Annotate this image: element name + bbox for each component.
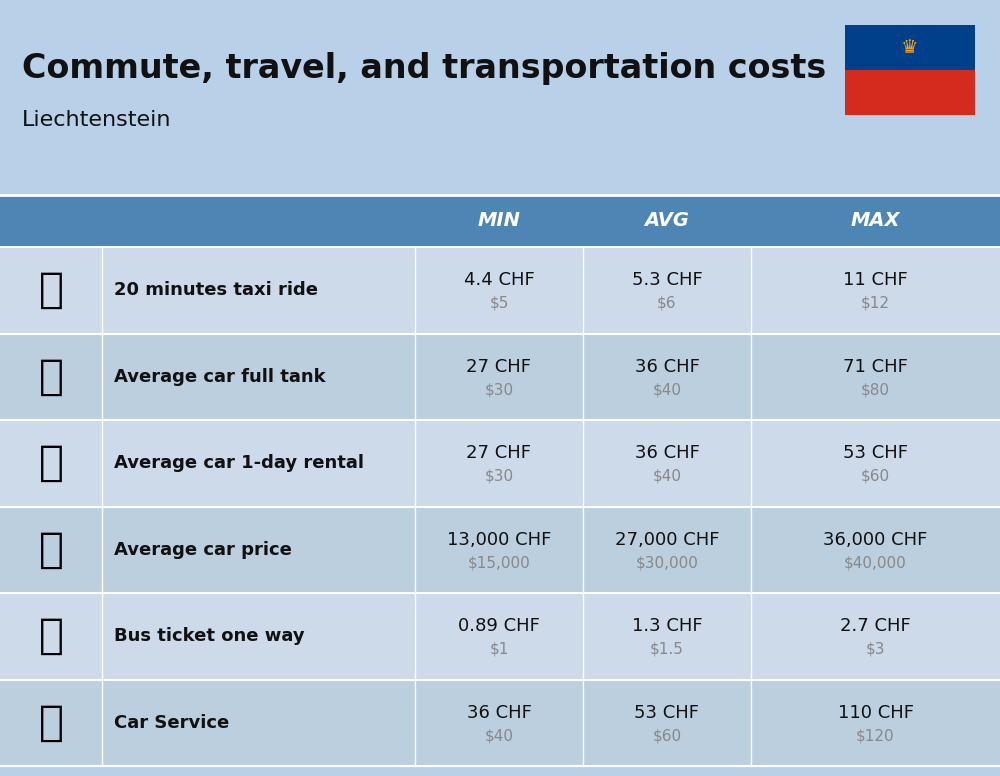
Bar	[0, 247, 1000, 334]
Text: 27 CHF: 27 CHF	[466, 444, 532, 462]
Text: 🔧: 🔧	[38, 702, 64, 743]
Text: AVG: AVG	[645, 212, 689, 230]
Text: 36 CHF: 36 CHF	[635, 358, 699, 376]
Text: Average car 1-day rental: Average car 1-day rental	[114, 454, 364, 473]
Bar	[0, 0, 1000, 195]
Bar	[0, 680, 1000, 766]
Text: $40: $40	[652, 383, 682, 397]
Text: 53 CHF: 53 CHF	[635, 704, 700, 722]
Text: 🚌: 🚌	[38, 615, 64, 657]
Text: $6: $6	[657, 296, 677, 310]
Bar	[0, 195, 1000, 247]
Bar	[845, 25, 975, 70]
Text: Liechtenstein: Liechtenstein	[22, 110, 172, 130]
Text: 71 CHF: 71 CHF	[843, 358, 908, 376]
Text: MAX: MAX	[851, 212, 900, 230]
Bar	[0, 507, 1000, 593]
Bar	[845, 70, 975, 115]
Text: Average car price: Average car price	[114, 541, 292, 559]
Text: 36,000 CHF: 36,000 CHF	[823, 531, 928, 549]
Text: $60: $60	[861, 469, 890, 483]
Text: 27 CHF: 27 CHF	[466, 358, 532, 376]
Text: 1.3 CHF: 1.3 CHF	[632, 617, 702, 636]
Text: 36 CHF: 36 CHF	[635, 444, 699, 462]
Text: 27,000 CHF: 27,000 CHF	[615, 531, 719, 549]
Text: $80: $80	[861, 383, 890, 397]
Text: $40: $40	[652, 469, 682, 483]
Text: 2.7 CHF: 2.7 CHF	[840, 617, 911, 636]
Text: 5.3 CHF: 5.3 CHF	[632, 272, 702, 289]
Text: ⛽: ⛽	[38, 355, 64, 398]
Text: 53 CHF: 53 CHF	[843, 444, 908, 462]
Bar	[0, 334, 1000, 420]
Text: 36 CHF: 36 CHF	[467, 704, 531, 722]
Text: 4.4 CHF: 4.4 CHF	[464, 272, 534, 289]
Text: MIN: MIN	[478, 212, 520, 230]
Text: 20 minutes taxi ride: 20 minutes taxi ride	[114, 281, 318, 300]
Text: $40,000: $40,000	[844, 556, 907, 570]
Text: $40: $40	[484, 728, 514, 743]
Text: ♛: ♛	[901, 38, 919, 57]
Text: $1.5: $1.5	[650, 642, 684, 656]
Text: $30: $30	[484, 383, 514, 397]
Text: $120: $120	[856, 728, 895, 743]
Bar	[0, 593, 1000, 680]
Text: 🚗: 🚗	[38, 528, 64, 571]
Text: $12: $12	[861, 296, 890, 310]
Text: $30,000: $30,000	[636, 556, 698, 570]
Text: $60: $60	[652, 728, 682, 743]
Text: 🚕: 🚕	[38, 269, 64, 311]
Text: $1: $1	[489, 642, 509, 656]
Text: 🚗: 🚗	[38, 442, 64, 484]
Text: $5: $5	[489, 296, 509, 310]
Text: Bus ticket one way: Bus ticket one way	[114, 627, 305, 646]
Text: $15,000: $15,000	[468, 556, 530, 570]
Text: 0.89 CHF: 0.89 CHF	[458, 617, 540, 636]
Text: 13,000 CHF: 13,000 CHF	[447, 531, 551, 549]
Text: $30: $30	[484, 469, 514, 483]
Text: Commute, travel, and transportation costs: Commute, travel, and transportation cost…	[22, 52, 826, 85]
Text: $3: $3	[866, 642, 885, 656]
Text: 11 CHF: 11 CHF	[843, 272, 908, 289]
Text: Average car full tank: Average car full tank	[114, 368, 326, 386]
Bar	[0, 420, 1000, 507]
Text: 110 CHF: 110 CHF	[838, 704, 914, 722]
Text: Car Service: Car Service	[114, 714, 229, 732]
